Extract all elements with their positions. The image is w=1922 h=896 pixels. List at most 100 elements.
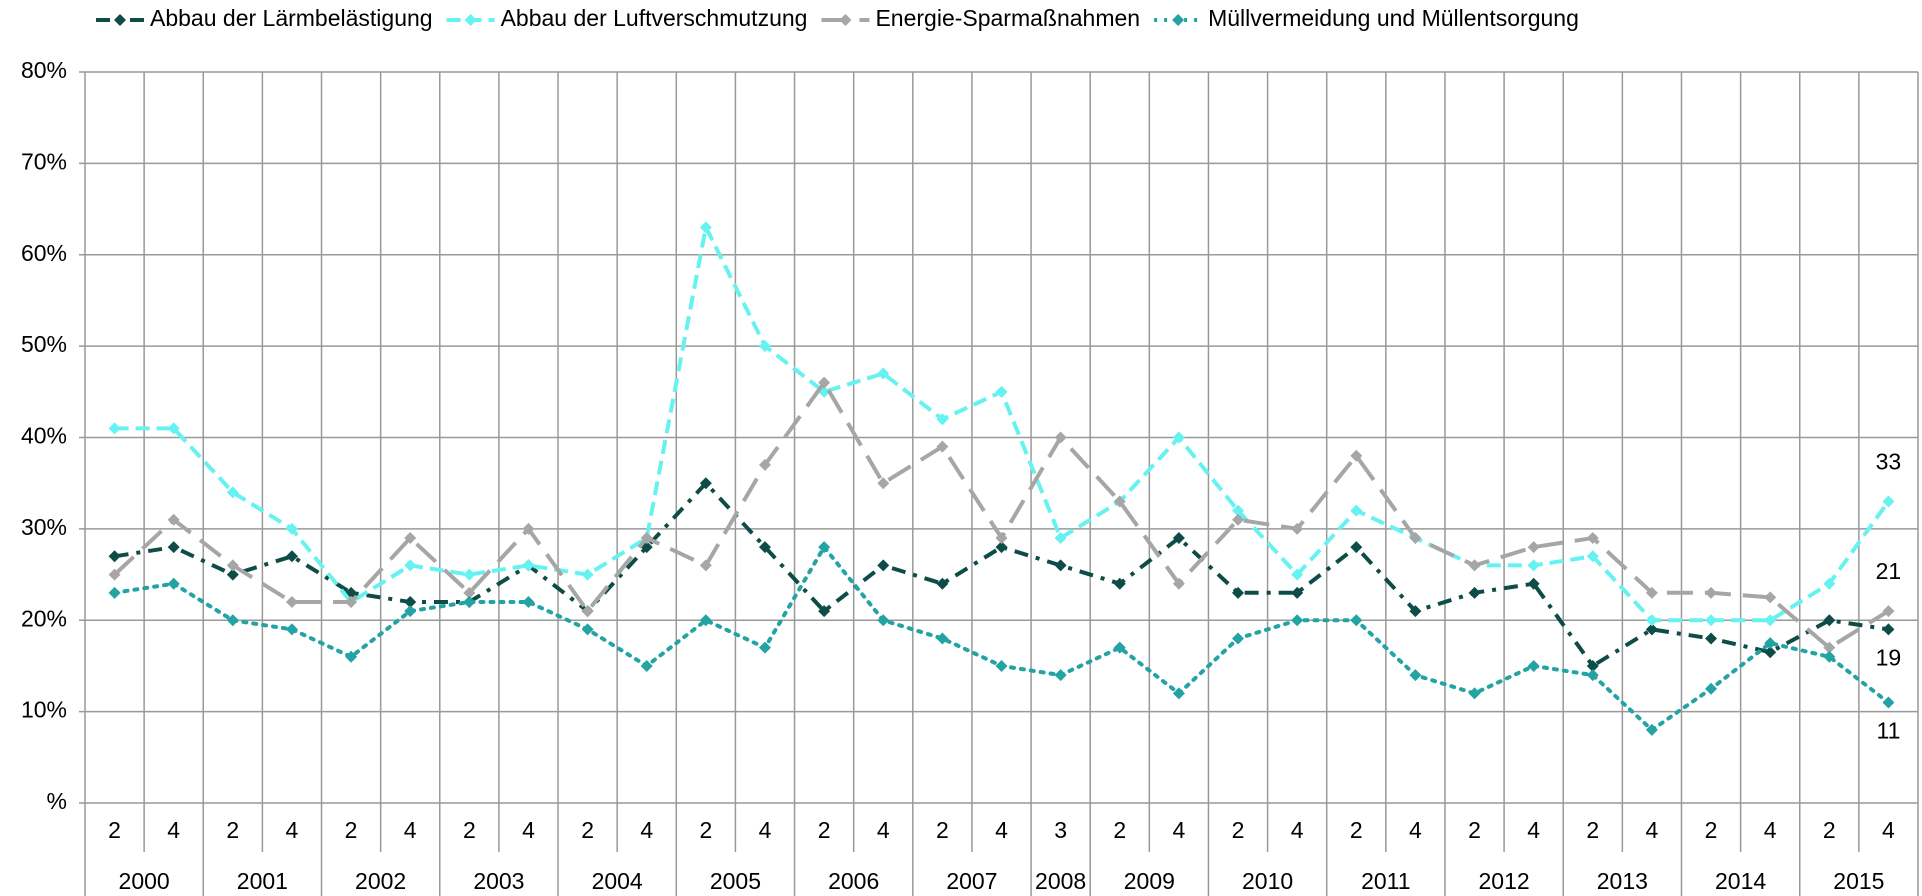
marker	[167, 422, 180, 435]
y-tick-label: 40%	[21, 423, 67, 449]
marker	[108, 568, 121, 581]
marker	[1882, 623, 1895, 636]
legend-marker	[839, 14, 852, 26]
marker	[581, 623, 594, 636]
marker	[1113, 495, 1126, 508]
data-label: 21	[1876, 558, 1902, 584]
marker	[936, 413, 949, 426]
marker	[936, 577, 949, 590]
y-tick-label: 20%	[21, 605, 67, 631]
x-tick-label: 4	[167, 817, 180, 843]
marker	[345, 650, 358, 663]
marker	[699, 559, 712, 572]
marker	[1291, 522, 1304, 535]
marker	[699, 614, 712, 627]
marker	[1586, 532, 1599, 545]
year-label: 2012	[1479, 868, 1530, 894]
legend-marker	[464, 14, 477, 26]
marker	[1705, 614, 1718, 627]
marker	[404, 559, 417, 572]
marker	[877, 614, 890, 627]
x-tick-label: 4	[522, 817, 535, 843]
x-tick-label: 2	[226, 817, 239, 843]
marker	[1882, 495, 1895, 508]
marker	[1409, 532, 1422, 545]
marker	[1054, 532, 1067, 545]
y-tick-label: 30%	[21, 514, 67, 540]
x-tick-label: 4	[877, 817, 890, 843]
marker	[463, 568, 476, 581]
x-tick-label: 2	[699, 817, 712, 843]
marker	[285, 595, 298, 608]
marker	[1232, 504, 1245, 517]
x-tick-label: 2	[108, 817, 121, 843]
marker	[1823, 641, 1836, 654]
marker	[1350, 449, 1363, 462]
marker	[1705, 682, 1718, 695]
marker	[1350, 541, 1363, 554]
x-tick-label: 2	[1232, 817, 1245, 843]
marker	[1527, 541, 1540, 554]
year-label: 2013	[1597, 868, 1648, 894]
legend-marker	[114, 14, 126, 26]
marker	[1823, 577, 1836, 590]
marker	[1291, 568, 1304, 581]
marker	[404, 532, 417, 545]
marker	[936, 632, 949, 645]
marker	[463, 586, 476, 599]
data-label: 33	[1876, 449, 1902, 475]
marker	[818, 541, 831, 554]
x-tick-label: 4	[1527, 817, 1540, 843]
marker	[1645, 623, 1658, 636]
year-label: 2006	[828, 868, 879, 894]
marker	[108, 586, 121, 599]
x-tick-label: 4	[995, 817, 1008, 843]
marker	[285, 623, 298, 636]
marker	[1350, 614, 1363, 627]
year-label: 2007	[946, 868, 997, 894]
x-tick-label: 2	[936, 817, 949, 843]
x-tick-label: 4	[1882, 817, 1895, 843]
marker	[818, 605, 831, 618]
data-label: 19	[1876, 644, 1902, 670]
x-tick-label: 2	[1350, 817, 1363, 843]
x-tick-label: 4	[640, 817, 653, 843]
marker	[581, 605, 594, 618]
marker	[226, 559, 239, 572]
marker	[1291, 586, 1304, 599]
x-tick-label: 3	[1054, 817, 1067, 843]
marker	[226, 486, 239, 499]
marker	[640, 532, 653, 545]
marker	[758, 641, 771, 654]
marker	[1645, 586, 1658, 599]
x-tick-label: 2	[1468, 817, 1481, 843]
year-label: 2008	[1035, 868, 1086, 894]
x-tick-label: 2	[463, 817, 476, 843]
marker	[1882, 605, 1895, 618]
marker	[1409, 669, 1422, 682]
marker	[1586, 659, 1599, 672]
marker	[345, 595, 358, 608]
marker	[1054, 669, 1067, 682]
marker	[758, 340, 771, 353]
marker	[818, 376, 831, 389]
year-label: 2009	[1124, 868, 1175, 894]
marker	[285, 522, 298, 535]
marker	[1291, 614, 1304, 627]
legend-label: Abbau der Luftverschmutzung	[501, 5, 808, 31]
marker	[1705, 586, 1718, 599]
legend-marker	[1172, 14, 1185, 26]
x-tick-label: 4	[1646, 817, 1659, 843]
marker	[1468, 586, 1481, 599]
x-tick-label: 4	[1409, 817, 1422, 843]
x-tick-label: 2	[1705, 817, 1718, 843]
x-tick-label: 2	[345, 817, 358, 843]
marker	[167, 577, 180, 590]
marker	[1232, 586, 1245, 599]
marker	[1527, 577, 1540, 590]
marker	[1764, 591, 1777, 604]
marker	[995, 541, 1008, 554]
marker	[1232, 513, 1245, 526]
y-tick-label: %	[47, 788, 67, 814]
marker	[226, 614, 239, 627]
